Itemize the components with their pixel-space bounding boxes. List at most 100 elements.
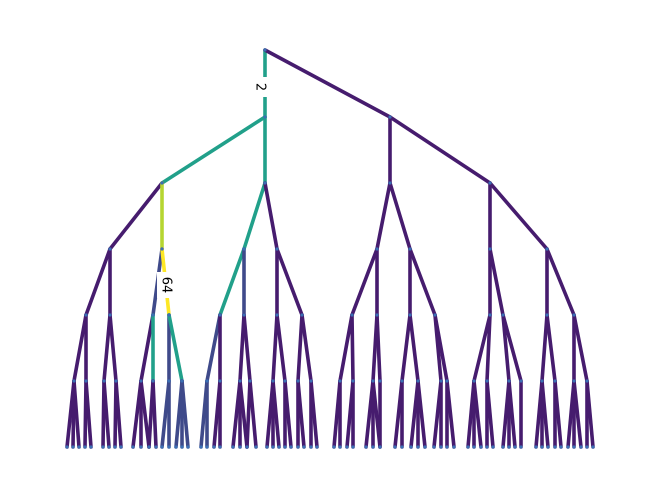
tree-node: [89, 445, 93, 449]
tree-edge: [263, 48, 392, 119]
tree-edge: [72, 313, 88, 383]
tree-node: [167, 445, 171, 449]
tree-node: [378, 445, 382, 449]
tree-edge: [545, 313, 557, 383]
tree-node: [248, 379, 252, 383]
tree-node: [309, 379, 313, 383]
tree-nodes: [65, 48, 595, 449]
tree-node: [160, 181, 164, 185]
tree-node: [263, 115, 267, 119]
tree-edge: [585, 379, 595, 449]
tree-node: [545, 247, 549, 251]
tree-node: [400, 379, 404, 383]
tree-node: [77, 445, 81, 449]
tree-node: [572, 313, 576, 317]
tree-edge: [488, 247, 505, 317]
tree-node: [519, 445, 523, 449]
tree-node: [119, 445, 123, 449]
tree-node: [388, 115, 392, 119]
tree-node: [553, 379, 557, 383]
tree-edge: [388, 115, 492, 185]
tree-node: [205, 379, 209, 383]
tree-node: [108, 247, 112, 251]
tree-node: [309, 445, 313, 449]
tree-node: [107, 445, 111, 449]
edge-label-text: 64: [159, 277, 174, 294]
tree-node: [579, 445, 583, 449]
tree-edge: [84, 247, 112, 317]
tree-node: [277, 445, 281, 449]
tree-node: [472, 379, 476, 383]
tree-edge: [338, 313, 354, 383]
tree-node: [180, 379, 184, 383]
tree-node: [501, 313, 505, 317]
tree-node: [364, 445, 368, 449]
tree-edge: [507, 379, 517, 449]
tree-node: [409, 445, 413, 449]
tree-edge: [485, 313, 492, 383]
tree-node: [199, 445, 203, 449]
tree-edge: [72, 379, 81, 449]
tree-node: [338, 445, 342, 449]
tree-node: [289, 445, 293, 449]
tree-node: [371, 445, 375, 449]
tree-node: [102, 379, 106, 383]
tree-node: [572, 445, 576, 449]
tree-node: [416, 379, 420, 383]
tree-edge: [296, 313, 304, 383]
tree-node: [131, 445, 135, 449]
tree-node: [445, 379, 449, 383]
tree-node: [71, 445, 75, 449]
tree-node: [242, 313, 246, 317]
tree-node: [186, 445, 190, 449]
tree-edge: [139, 379, 151, 449]
tree-node: [491, 445, 495, 449]
tree-edge: [139, 313, 155, 383]
tree-node: [151, 379, 155, 383]
tree-edge: [84, 379, 93, 449]
tree-edge: [375, 313, 382, 383]
tree-edge: [472, 313, 492, 383]
tree-node: [371, 379, 375, 383]
tree-edge: [309, 379, 319, 449]
tree-node: [351, 379, 355, 383]
tree-node: [108, 313, 112, 317]
tree-node: [534, 445, 538, 449]
tree-node: [114, 379, 118, 383]
tree-node: [160, 247, 164, 251]
tree-node: [271, 379, 275, 383]
tree-node: [160, 445, 164, 449]
tree-node: [174, 445, 178, 449]
tree-node: [488, 247, 492, 251]
edge-label-root-left: 2: [252, 77, 268, 97]
tree-node: [332, 445, 336, 449]
tree-edge: [433, 313, 449, 383]
tree-node: [113, 445, 117, 449]
tree-node: [263, 181, 267, 185]
tree-node: [154, 445, 158, 449]
tree-edge: [283, 379, 293, 449]
tree-edge: [180, 379, 190, 449]
tree-edge: [271, 313, 279, 383]
tree-edge: [108, 313, 118, 383]
tree-node: [302, 445, 306, 449]
edge-labels: 2 64: [157, 77, 268, 298]
tree-node: [591, 445, 595, 449]
tree-node: [139, 379, 143, 383]
tree-edge: [275, 313, 287, 383]
tree-node: [388, 181, 392, 185]
tree-node: [205, 445, 209, 449]
edge-label-deep-left: 64: [157, 272, 175, 298]
tree-node: [65, 445, 69, 449]
tree-node: [433, 313, 437, 317]
tree-node: [351, 445, 355, 449]
tree-node: [271, 445, 275, 449]
tree-node: [485, 379, 489, 383]
tree-edge: [108, 181, 164, 251]
tree-node: [238, 379, 242, 383]
tree-node: [445, 445, 449, 449]
tree-node: [488, 181, 492, 185]
tree-node: [408, 313, 412, 317]
tree-edge: [501, 313, 511, 383]
